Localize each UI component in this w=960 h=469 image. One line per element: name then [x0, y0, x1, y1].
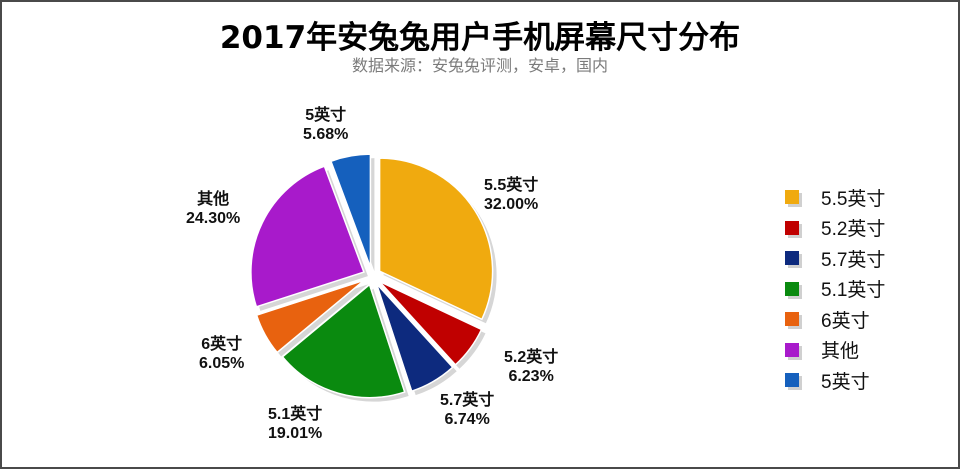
legend-item-5-7: 5.7英寸	[785, 243, 885, 274]
data-label-name: 5.5英寸	[484, 177, 539, 194]
data-label-value: 6.74%	[444, 411, 490, 428]
data-label-name: 5英寸	[305, 107, 347, 124]
pie-slice	[378, 280, 483, 366]
data-label-name: 5.7英寸	[440, 392, 495, 409]
data-label-5-5: 5.5英寸 32.00%	[484, 176, 538, 214]
data-label-5-2: 5.2英寸 6.23%	[504, 348, 558, 386]
data-label-5-7: 5.7英寸 6.74%	[440, 391, 494, 429]
data-label-name: 其他	[197, 191, 230, 208]
data-label-value: 24.30%	[186, 210, 241, 227]
legend-swatch	[785, 281, 799, 296]
legend-label: 5.1英寸	[821, 280, 886, 302]
data-label-name: 5.1英寸	[268, 406, 323, 423]
data-label-value: 19.01%	[268, 425, 323, 442]
pie-slice	[378, 157, 494, 321]
data-label-other: 其他 24.30%	[186, 190, 240, 228]
data-label-5-1: 5.1英寸 19.01%	[268, 405, 322, 443]
legend-swatch	[785, 373, 799, 388]
legend-item-5-2: 5.2英寸	[785, 213, 885, 244]
data-label-value: 6.23%	[508, 368, 554, 385]
data-label-6: 6英寸 6.05%	[199, 335, 244, 373]
pie-slice	[255, 279, 365, 354]
data-label-5: 5英寸 5.68%	[303, 106, 348, 144]
data-label-name: 5.2英寸	[504, 349, 559, 366]
legend-label: 5.7英寸	[821, 249, 886, 271]
legend-swatch	[785, 312, 799, 327]
legend-label: 其他	[821, 341, 860, 363]
data-label-name: 6英寸	[201, 336, 243, 353]
legend-swatch	[785, 190, 799, 205]
legend-item-5-1: 5.1英寸	[785, 274, 885, 305]
pie-slice	[281, 283, 406, 399]
pie-slice	[329, 153, 372, 268]
legend-label: 5英寸	[821, 371, 870, 393]
legend-item-5: 5英寸	[785, 365, 885, 396]
legend-swatch	[785, 251, 799, 266]
pie-slice	[375, 283, 454, 393]
data-label-value: 6.05%	[199, 355, 245, 372]
chart-title: 2017年安兔兔用户手机屏幕尺寸分布	[219, 20, 741, 56]
pie-slice	[250, 165, 365, 308]
legend-item-6: 6英寸	[785, 304, 885, 335]
chart-legend: 5.5英寸 5.2英寸 5.7英寸 5.1英寸 6英寸 其他 5英寸	[785, 182, 885, 396]
legend-label: 5.5英寸	[821, 188, 886, 210]
pie-slices	[250, 153, 494, 399]
chart-subtitle: 数据来源：安兔兔评测，安卓，国内	[351, 56, 608, 75]
legend-item-5-5: 5.5英寸	[785, 182, 885, 213]
legend-swatch	[785, 342, 799, 357]
data-label-value: 32.00%	[484, 196, 539, 213]
legend-item-other: 其他	[785, 335, 885, 366]
legend-label: 5.2英寸	[821, 219, 886, 241]
legend-swatch	[785, 220, 799, 235]
data-label-value: 5.68%	[303, 126, 349, 143]
legend-label: 6英寸	[821, 310, 870, 332]
